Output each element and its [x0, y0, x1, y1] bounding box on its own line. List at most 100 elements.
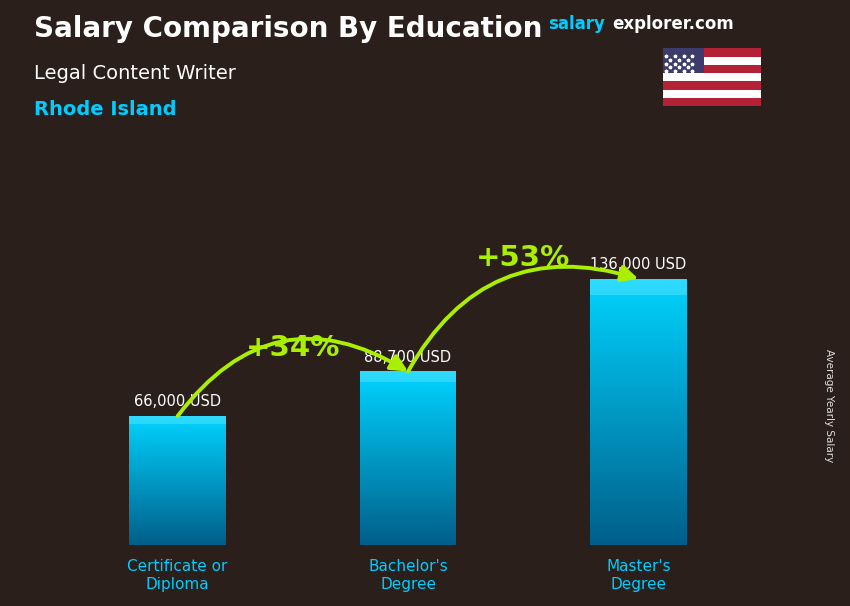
- Bar: [129, 440, 226, 441]
- Bar: [360, 527, 456, 528]
- Bar: [360, 439, 456, 441]
- Bar: [129, 483, 226, 484]
- Bar: [590, 348, 687, 350]
- Bar: [590, 359, 687, 361]
- Bar: [129, 465, 226, 467]
- Bar: [590, 459, 687, 461]
- Bar: [590, 388, 687, 390]
- Bar: [590, 328, 687, 330]
- Bar: [129, 468, 226, 469]
- Bar: [360, 532, 456, 534]
- Bar: [129, 462, 226, 464]
- Text: Average Yearly Salary: Average Yearly Salary: [824, 350, 834, 462]
- Bar: [590, 392, 687, 395]
- Bar: [129, 471, 226, 472]
- Bar: [129, 482, 226, 483]
- Bar: [590, 368, 687, 370]
- Bar: [360, 380, 456, 382]
- Bar: [590, 516, 687, 519]
- Bar: [590, 456, 687, 459]
- Bar: [360, 537, 456, 538]
- Bar: [590, 428, 687, 430]
- Bar: [590, 332, 687, 335]
- Bar: [129, 487, 226, 488]
- Bar: [129, 494, 226, 496]
- Bar: [360, 465, 456, 467]
- Bar: [590, 488, 687, 490]
- Bar: [360, 519, 456, 521]
- Bar: [129, 531, 226, 533]
- Bar: [129, 511, 226, 512]
- Bar: [590, 288, 687, 290]
- Bar: [590, 335, 687, 336]
- Bar: [590, 355, 687, 356]
- Bar: [360, 398, 456, 399]
- Bar: [129, 424, 226, 425]
- Bar: [360, 453, 456, 454]
- Bar: [129, 540, 226, 541]
- Bar: [590, 436, 687, 439]
- Bar: [129, 497, 226, 498]
- Bar: [360, 530, 456, 531]
- Bar: [360, 408, 456, 409]
- Bar: [590, 316, 687, 319]
- Bar: [360, 468, 456, 470]
- Bar: [360, 521, 456, 522]
- Bar: [590, 296, 687, 299]
- Bar: [129, 442, 226, 443]
- Bar: [590, 472, 687, 474]
- Bar: [129, 498, 226, 499]
- Bar: [129, 505, 226, 507]
- Bar: [590, 441, 687, 443]
- Bar: [590, 383, 687, 385]
- Bar: [590, 379, 687, 381]
- Bar: [360, 438, 456, 439]
- Bar: [360, 463, 456, 464]
- Bar: [129, 443, 226, 444]
- Bar: [129, 512, 226, 513]
- Bar: [590, 419, 687, 421]
- Bar: [129, 509, 226, 510]
- Bar: [360, 456, 456, 457]
- Bar: [590, 336, 687, 339]
- Bar: [129, 502, 226, 504]
- Bar: [360, 522, 456, 524]
- Bar: [590, 365, 687, 368]
- Bar: [129, 500, 226, 501]
- Bar: [590, 385, 687, 388]
- Bar: [590, 312, 687, 315]
- Bar: [360, 542, 456, 544]
- Bar: [360, 422, 456, 424]
- Bar: [129, 542, 226, 543]
- Bar: [129, 448, 226, 450]
- Bar: [590, 315, 687, 316]
- Bar: [129, 522, 226, 523]
- Bar: [590, 490, 687, 492]
- Bar: [360, 437, 456, 438]
- Bar: [360, 483, 456, 485]
- Bar: [590, 523, 687, 525]
- Bar: [129, 425, 226, 427]
- Bar: [129, 444, 226, 445]
- Bar: [129, 491, 226, 493]
- Bar: [360, 490, 456, 492]
- Bar: [590, 470, 687, 472]
- Bar: [129, 451, 226, 453]
- Bar: [129, 441, 226, 442]
- Bar: [360, 486, 456, 487]
- Bar: [129, 430, 226, 431]
- Bar: [129, 493, 226, 494]
- Bar: [590, 501, 687, 503]
- Bar: [360, 399, 456, 401]
- Bar: [360, 535, 456, 537]
- Bar: [360, 471, 456, 473]
- Bar: [590, 463, 687, 465]
- Bar: [590, 432, 687, 435]
- Bar: [129, 544, 226, 545]
- Bar: [129, 427, 226, 428]
- Bar: [663, 73, 761, 81]
- Bar: [129, 476, 226, 478]
- Bar: [360, 441, 456, 442]
- Bar: [129, 464, 226, 465]
- Bar: [129, 521, 226, 522]
